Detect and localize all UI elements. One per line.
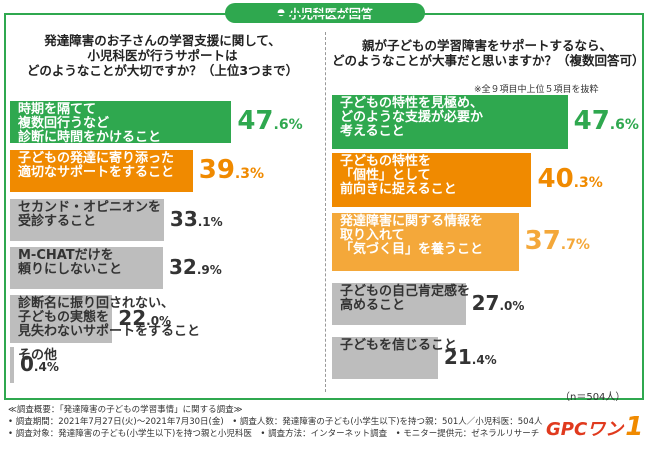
bar	[332, 153, 532, 207]
value-label: 40.3%	[537, 166, 602, 192]
bar-label: 子どもの発達に寄り添った 適切なサポートをすること	[18, 152, 174, 180]
value-integer: 27	[471, 291, 500, 315]
value-decimal: .0%	[146, 314, 172, 328]
right-question: 親が子どもの学習障害をサポートするなら、 どのようなことが大事だと思いますか？（…	[332, 38, 645, 68]
value-integer: 21	[443, 345, 472, 369]
bar-label-line: 取り入れて	[340, 228, 405, 243]
panel-divider	[325, 32, 327, 392]
bar-label-line: 子どもの実態を	[18, 310, 110, 325]
footer-line: • 調査期間：2021年7月27日(火)～2021年7月30日(金) • 調査人…	[8, 417, 543, 427]
bar-label-line: 発達障害に関する情報を	[340, 214, 484, 229]
bar-label-line: その他	[18, 348, 58, 363]
bar	[332, 213, 519, 271]
left-question-line: 小児科医が行うサポートは	[87, 48, 238, 63]
value-label: 37.7%	[525, 228, 590, 254]
value-integer: 47	[573, 105, 610, 136]
value-decimal: .7%	[560, 236, 590, 253]
value-integer: 37	[524, 225, 561, 256]
bar-label: 診断名に振り回されない、 子どもの実態を 見失わないサポートをすること	[18, 297, 200, 339]
bar	[10, 295, 113, 343]
bar-label: 子どもの自己肯定感を 高めること	[340, 285, 470, 313]
bar-label-line: どのような支援が必要か	[340, 110, 484, 125]
right-question-line: どのようなことが大事だと思いますか？（複数回答可）	[332, 53, 645, 68]
bar-label: その他	[18, 349, 57, 363]
bar-label-line: 子どもの発達に寄り添った	[18, 151, 175, 166]
bar-label-line: 「個性」として	[340, 168, 431, 183]
bar	[10, 199, 164, 241]
bar-label-line: セカンド・オピニオンを	[18, 200, 162, 215]
bar	[332, 283, 466, 325]
gpc-logo: GPCワン1	[546, 412, 643, 442]
value-decimal: .4%	[471, 353, 497, 367]
value-integer: 22	[118, 306, 147, 330]
bar-label: 子どもの特性を 「個性」として 前向きに捉えること	[340, 155, 457, 197]
bar-label: 発達障害に関する情報を 取り入れて 「気づく目」を養うこと	[340, 215, 483, 257]
bar-label: 時期を隔てて 複数回行うなど 診断に時間をかけること	[18, 103, 161, 145]
bar-label: 子どもの特性を見極め、 どのような支援が必要か 考えること	[340, 97, 483, 139]
left-question-line: 発達障害のお子さんの学習支援に関して、	[44, 33, 281, 48]
left-question-line: どのようなことが大切ですか？（上位3つまで）	[26, 63, 299, 78]
bar	[10, 101, 232, 143]
bar-label-line: 複数回行うなど	[18, 116, 110, 131]
survey-footer: ≪調査概要：「発達障害の子どもの学習事情」に関する調査≫ • 調査期間：2021…	[8, 404, 543, 440]
value-label: 47.6%	[574, 108, 639, 134]
bar-label-line: M-CHATだけを	[18, 248, 114, 263]
bar-label-line: 子どもの特性を見極め、	[340, 96, 484, 111]
value-label: 21.4%	[444, 347, 497, 367]
value-label: 22.0%	[118, 308, 171, 328]
value-integer: 40	[537, 163, 574, 194]
value-label: 39.3%	[199, 157, 264, 183]
bar-label-line: 受診すること	[18, 214, 97, 229]
bar-label-line: 時期を隔てて	[18, 102, 97, 117]
value-decimal: .3%	[573, 174, 603, 191]
bar-label-line: 診断に時間をかけること	[18, 130, 162, 145]
bar	[10, 247, 163, 289]
value-label: 47.6%	[237, 108, 302, 134]
value-integer: 39	[198, 154, 235, 185]
value-integer: 32	[168, 255, 197, 279]
value-label: 0.4%	[20, 354, 59, 374]
value-label: 33.1%	[170, 209, 223, 229]
logo-mark: 1	[625, 412, 644, 442]
right-note: ※全９項目中上位５項目を抜粋	[474, 85, 599, 95]
bar-label-line: 適切なサポートをすること	[18, 165, 175, 180]
bar-label-line: 見失わないサポートをすること	[18, 324, 201, 339]
bar-label-line: 子どもの特性を	[340, 154, 432, 169]
bar-label-line: 「気づく目」を養うこと	[340, 242, 484, 257]
sample-size: （n＝504人）	[560, 392, 626, 403]
value-integer: 47	[237, 105, 274, 136]
bar	[332, 337, 438, 379]
left-question: 発達障害のお子さんの学習支援に関して、 小児科医が行うサポートは どのようなこと…	[10, 33, 315, 78]
chart-frame	[4, 13, 644, 400]
value-label: 32.9%	[169, 257, 222, 277]
bar-label-line: 考えること	[340, 124, 405, 139]
footer-line: • 調査対象：発達障害の子ども(小学生以下)を持つ親と小児科医 • 調査方法：イ…	[8, 429, 540, 439]
bar-label-line: 前向きに捉えること	[340, 182, 457, 197]
bar-label-line: 子どもを信じること	[340, 338, 458, 353]
bar-label-line: 高めること	[340, 298, 406, 313]
bar-label-line: 頼りにしないこと	[18, 262, 123, 277]
value-decimal: .6%	[609, 116, 639, 133]
value-integer: 0	[20, 352, 34, 376]
bar-label: M-CHATだけを 頼りにしないこと	[18, 249, 122, 277]
bar	[10, 150, 193, 192]
bar-label: セカンド・オピニオンを 受診すること	[18, 201, 161, 229]
value-decimal: .1%	[197, 215, 223, 229]
footer-line: ≪調査概要：「発達障害の子どもの学習事情」に関する調査≫	[8, 405, 243, 415]
bar-label-line: 子どもの自己肯定感を	[340, 284, 471, 299]
value-decimal: .6%	[273, 116, 303, 133]
bar-label: 子どもを信じること	[340, 339, 457, 353]
value-decimal: .9%	[196, 263, 222, 277]
value-decimal: .0%	[499, 299, 525, 313]
bar	[10, 347, 14, 383]
value-decimal: .4%	[33, 360, 59, 374]
value-decimal: .3%	[234, 165, 265, 182]
logo-text: GPCワン	[546, 419, 624, 440]
bar-label-line: 診断名に振り回されない、	[18, 296, 175, 311]
value-label: 27.0%	[472, 293, 525, 313]
value-integer: 33	[169, 207, 198, 231]
bar	[332, 95, 568, 149]
right-question-line: 親が子どもの学習障害をサポートするなら、	[361, 38, 612, 53]
